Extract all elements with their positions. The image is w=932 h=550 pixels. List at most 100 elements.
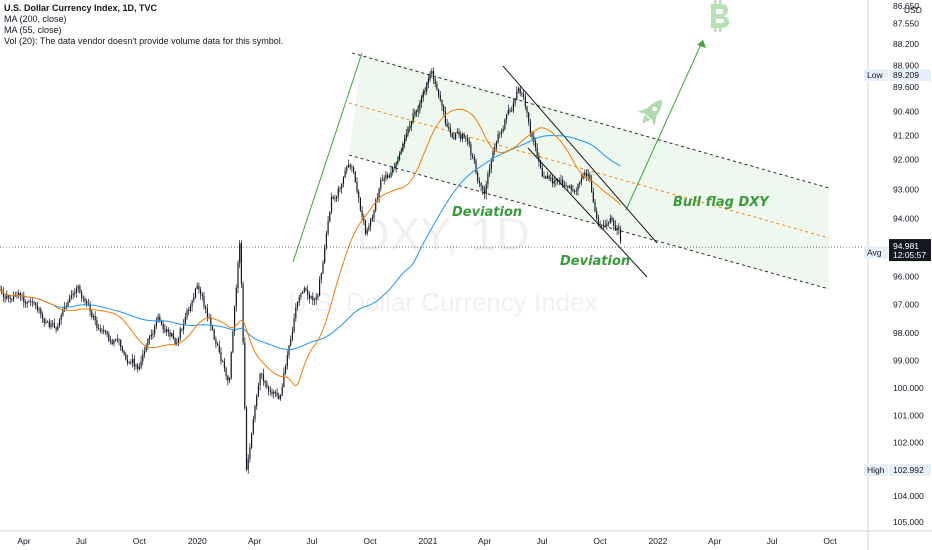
- time-tick-label: Jul: [76, 536, 87, 546]
- candle-body: [176, 342, 178, 345]
- candle-body: [261, 373, 263, 375]
- candle-body: [511, 110, 513, 112]
- candle-body: [273, 391, 275, 394]
- candle-body: [449, 129, 452, 134]
- candle-body: [222, 360, 224, 362]
- candle-body: [427, 78, 429, 84]
- channel-midline[interactable]: [348, 102, 830, 239]
- candle-body: [293, 318, 295, 332]
- wedge-lower-line[interactable]: [527, 147, 648, 278]
- candle-body: [307, 290, 309, 295]
- candle-body: [465, 137, 467, 139]
- candle-body: [361, 210, 363, 217]
- candle-body: [33, 301, 35, 303]
- candle-body: [432, 71, 435, 80]
- candle-body: [512, 103, 514, 111]
- ma200-line[interactable]: [0, 134, 621, 350]
- candle-body: [523, 93, 525, 97]
- candle-body: [483, 189, 486, 195]
- time-tick-label: Jul: [537, 536, 548, 546]
- ma55-line[interactable]: [0, 108, 621, 387]
- candle-body: [24, 302, 27, 304]
- time-tick-label: Oct: [363, 536, 377, 546]
- candles[interactable]: [0, 67, 622, 474]
- candle-body: [393, 167, 395, 169]
- candle-body: [315, 297, 317, 300]
- candle-body: [205, 306, 207, 309]
- candle-body: [30, 301, 32, 303]
- annotation-bull-flag[interactable]: Bull flag DXY: [673, 195, 770, 210]
- candle-body: [82, 297, 84, 299]
- candle-body: [431, 71, 433, 74]
- channel-lower-line[interactable]: [348, 154, 830, 290]
- candle-body: [347, 164, 350, 168]
- candle-body: [188, 310, 190, 312]
- candle-body: [234, 306, 236, 332]
- candle-body: [271, 391, 273, 394]
- avg-tag-label: Avg: [867, 248, 882, 258]
- candle-body: [13, 295, 15, 300]
- indicator-ma200[interactable]: MA (200, close): [4, 14, 67, 24]
- candle-body: [516, 91, 518, 99]
- candle-body: [286, 355, 288, 367]
- high-tag[interactable]: High 102.992: [864, 464, 931, 477]
- candle-body: [251, 433, 253, 448]
- candle-body: [543, 176, 545, 178]
- low-tag[interactable]: Low 89.209: [864, 69, 931, 82]
- time-tick-label: 2021: [418, 536, 437, 546]
- channel-upper-line[interactable]: [351, 52, 830, 189]
- candle-body: [58, 319, 61, 327]
- candle-body: [468, 140, 470, 145]
- candle-body: [438, 89, 440, 96]
- watermark-name: U.S. Dollar Currency Index: [288, 287, 597, 317]
- symbol-title[interactable]: U.S. Dollar Currency Index, 1D, TVC: [4, 3, 158, 13]
- projection-arrowhead: [697, 40, 706, 48]
- candle-body: [579, 182, 581, 185]
- time-tick-label: Apr: [708, 536, 721, 546]
- candle-body: [439, 95, 441, 101]
- annotation-deviation-1[interactable]: Deviation: [452, 205, 522, 220]
- candle-body: [477, 172, 479, 182]
- candle-body: [132, 358, 134, 363]
- candle-body: [366, 229, 368, 234]
- candle-body: [351, 167, 353, 168]
- candle-body: [536, 147, 538, 156]
- projection-arrow-line[interactable]: [625, 39, 704, 211]
- candle-body: [548, 175, 550, 179]
- indicator-volume[interactable]: Vol (20): The data vendor doesn't provid…: [4, 36, 284, 46]
- candle-body: [460, 135, 462, 140]
- wedge-upper-line[interactable]: [502, 65, 658, 244]
- candle-body: [426, 83, 428, 92]
- candle-body: [526, 106, 528, 113]
- time-axis[interactable]: Apr Jul Oct 2020 Apr Jul Oct 2021 Apr Jul Oct 2022 A…: [17, 536, 837, 546]
- avg-tag-label-bg: [864, 246, 888, 259]
- candle-body: [551, 177, 554, 184]
- candle-body: [410, 121, 412, 127]
- rocket-window: [652, 106, 657, 112]
- candle-body: [330, 196, 333, 212]
- candle-body: [371, 217, 373, 220]
- candle-body: [519, 88, 521, 94]
- candle-body: [534, 141, 537, 148]
- candle-body: [198, 285, 200, 290]
- annotation-deviation-2[interactable]: Deviation: [560, 254, 630, 269]
- indicator-ma55[interactable]: MA (55, close): [4, 25, 62, 35]
- candle-body: [111, 340, 113, 344]
- rocket-icon[interactable]: [634, 93, 671, 131]
- candle-body: [300, 293, 302, 298]
- bitcoin-icon[interactable]: [711, 0, 729, 32]
- candle-body: [149, 336, 151, 340]
- candle-body: [74, 292, 76, 294]
- candle-body: [490, 161, 492, 169]
- candle-body: [342, 177, 344, 184]
- flagpole-left-line[interactable]: [292, 52, 363, 263]
- candle-body: [215, 339, 217, 345]
- candle-body: [26, 301, 28, 304]
- candle-body: [461, 133, 463, 140]
- candle-body: [256, 396, 258, 407]
- high-tag-value: 102.992: [893, 465, 924, 475]
- candle-body: [55, 327, 57, 330]
- candle-body: [295, 307, 297, 319]
